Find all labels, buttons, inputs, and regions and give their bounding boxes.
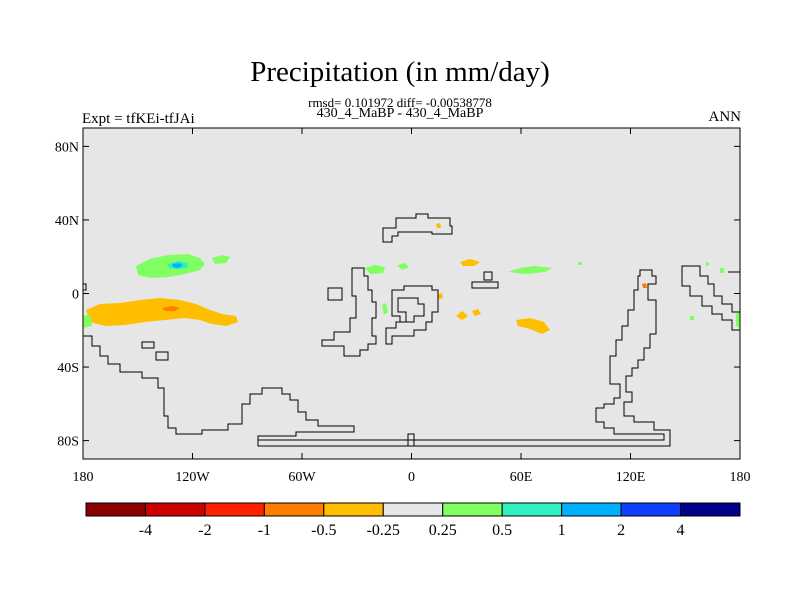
coastline-central-landmass bbox=[321, 267, 377, 357]
colorbar-label: 0.25 bbox=[429, 522, 457, 539]
colorbar-swatch bbox=[144, 502, 206, 517]
positive-anomaly-dot-a bbox=[578, 262, 582, 265]
positive-anomaly-patch-atlantic-a bbox=[365, 265, 385, 274]
anomaly-patches bbox=[83, 223, 740, 334]
coastline-small-island-d bbox=[141, 341, 155, 349]
map-panel: 80N 40N 0 40S 80S 180 120W 60W 0 60E 120E 180 bbox=[55, 127, 751, 485]
colorbar-label: -1 bbox=[258, 522, 271, 539]
negative-anomaly-patch-indian-ocean-b bbox=[472, 309, 481, 316]
colorbar-label: 4 bbox=[677, 522, 685, 539]
colorbar-swatch bbox=[204, 502, 265, 517]
colorbar-label: -0.5 bbox=[311, 522, 336, 539]
negative-anomaly-dot-b bbox=[436, 223, 441, 228]
lon-tick-label: 120W bbox=[175, 470, 210, 485]
lon-tick-label: 180 bbox=[730, 470, 751, 485]
colorbar-label: 0.5 bbox=[492, 522, 512, 539]
coastline-southwest-continent bbox=[83, 269, 671, 447]
colorbar-swatch bbox=[382, 502, 444, 517]
coastline-southwest-inner bbox=[155, 351, 169, 361]
positive-anomaly-patch-west-edge bbox=[83, 314, 92, 328]
lon-tick-label: 60E bbox=[510, 470, 533, 485]
lat-tick-label: 80S bbox=[57, 435, 79, 450]
colorbar-label: -4 bbox=[139, 522, 152, 539]
colorbar-swatch bbox=[680, 502, 741, 517]
lon-tick-label: 120E bbox=[616, 470, 646, 485]
coastline-north-continent bbox=[382, 213, 453, 243]
positive-anomaly-patch-small-pacific bbox=[212, 255, 230, 264]
negative-anomaly-patch-tropical-pacific bbox=[86, 298, 238, 326]
positive-anomaly-dot-d bbox=[706, 262, 709, 266]
experiment-subtitle: 430_4_MaBP - 430_4_MaBP bbox=[316, 106, 484, 121]
coastline-eastern-arc bbox=[385, 285, 439, 345]
positive-anomaly-patch-atlantic-b bbox=[397, 263, 409, 270]
positive-anomaly-patch-north-pacific-peak bbox=[172, 263, 183, 268]
coastline-small-island-b bbox=[483, 271, 493, 281]
coastline-small-island-a bbox=[327, 287, 343, 301]
colorbar-swatch bbox=[323, 502, 384, 517]
colorbar-swatch bbox=[442, 502, 503, 517]
experiment-label: Expt = tfKEi-tfJAi bbox=[82, 111, 195, 127]
colorbar: -4 -2 -1 -0.5 -0.25 0.25 0.5 1 2 4 bbox=[85, 502, 741, 539]
lat-tick-label: 0 bbox=[72, 288, 79, 303]
negative-anomaly-peak-tropical-pacific bbox=[162, 306, 180, 311]
negative-anomaly-dot-c bbox=[642, 283, 647, 288]
colorbar-swatch bbox=[501, 502, 563, 517]
colorbar-swatch bbox=[85, 502, 146, 517]
colorbar-label: -2 bbox=[198, 522, 211, 539]
negative-anomaly-patch-indian-ocean-a bbox=[456, 311, 468, 320]
lat-tick-label: 40S bbox=[57, 361, 79, 376]
positive-anomaly-patch-arabian-sea bbox=[508, 266, 552, 274]
lat-tick-label: 40N bbox=[55, 214, 79, 229]
negative-anomaly-dot-a bbox=[438, 293, 443, 299]
colorbar-label: 2 bbox=[617, 522, 625, 539]
longitude-ticks: 180 120W 60W 0 60E 120E 180 bbox=[73, 128, 751, 485]
coastline-western-edge bbox=[83, 283, 87, 291]
latitude-ticks: 80N 40N 0 40S 80S bbox=[55, 140, 740, 450]
colorbar-swatch bbox=[561, 502, 622, 517]
positive-anomaly-dot-c bbox=[690, 316, 694, 320]
colorbar-label: 1 bbox=[558, 522, 566, 539]
positive-anomaly-patch-small-africa bbox=[382, 303, 388, 315]
negative-anomaly-patch-north-africa bbox=[460, 259, 480, 266]
lon-tick-label: 60W bbox=[288, 470, 316, 485]
rmsd-diff-stats: rmsd= 0.101972 diff= -0.00538778 bbox=[308, 95, 492, 110]
negative-anomaly-patch-indian-ocean-c bbox=[516, 318, 550, 334]
plot-title: Precipitation (in mm/day) bbox=[250, 56, 550, 88]
lat-tick-label: 80N bbox=[55, 140, 79, 155]
colorbar-swatch bbox=[620, 502, 682, 517]
coastline-small-island-c bbox=[471, 281, 499, 289]
map-background bbox=[83, 128, 740, 459]
colorbar-label: -0.25 bbox=[367, 522, 400, 539]
positive-anomaly-dot-b bbox=[720, 268, 724, 273]
positive-anomaly-patch-east-edge bbox=[736, 312, 740, 328]
lon-tick-label: 0 bbox=[408, 470, 415, 485]
lon-tick-label: 180 bbox=[73, 470, 94, 485]
colorbar-swatch bbox=[263, 502, 325, 517]
season-label: ANN bbox=[708, 109, 742, 125]
